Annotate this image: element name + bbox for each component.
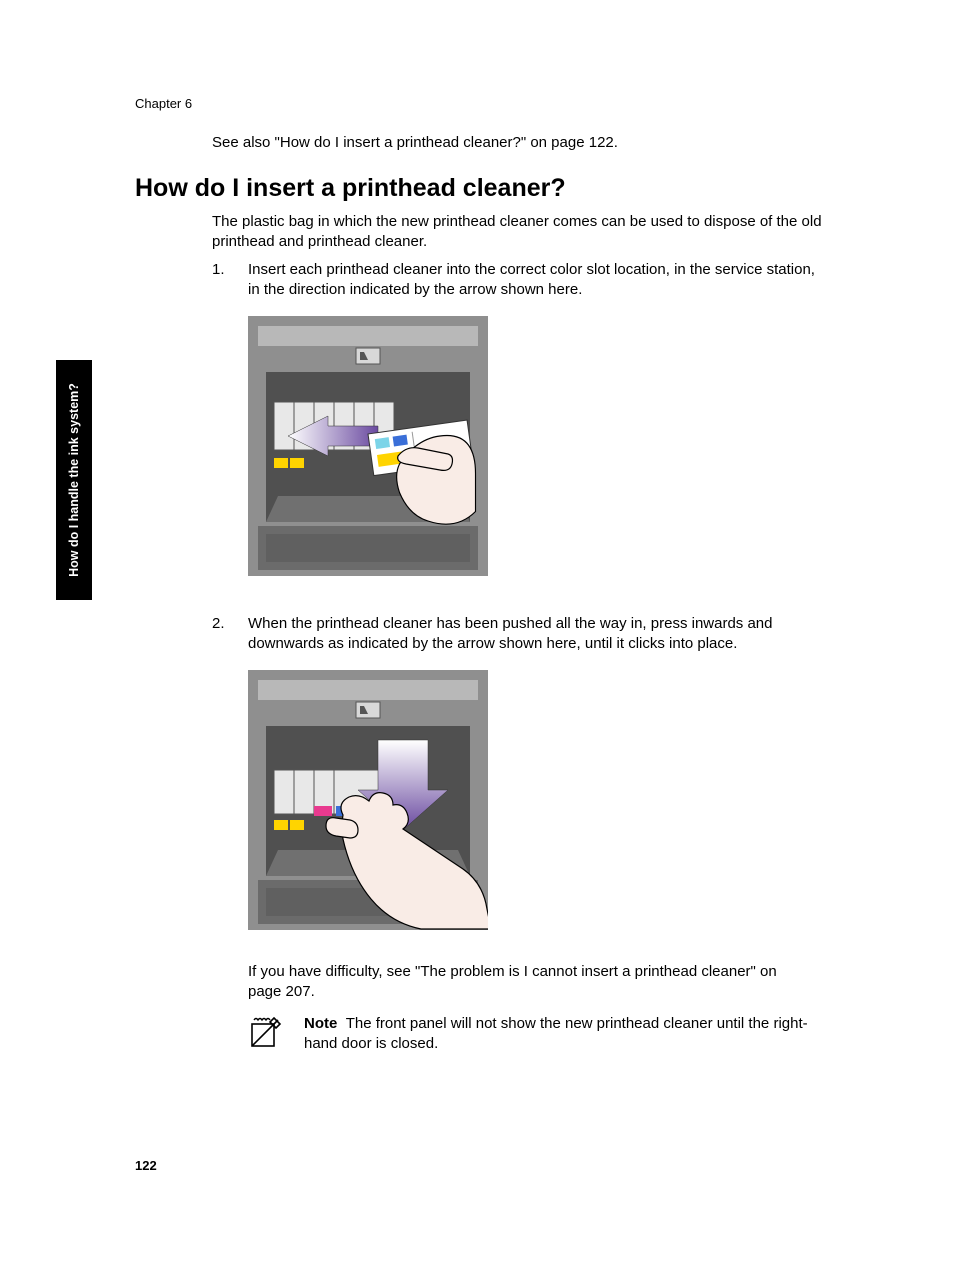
note-text: Note The front panel will not show the n… xyxy=(304,1014,818,1055)
difficulty-text: If you have difficulty, see "The problem… xyxy=(248,962,808,1003)
page-number: 122 xyxy=(135,1158,157,1173)
figure-press-cleaner xyxy=(248,670,488,930)
step-1-text: Insert each printhead cleaner into the c… xyxy=(248,260,822,301)
sidebar-tab: How do I handle the ink system? xyxy=(56,360,92,600)
chapter-label: Chapter 6 xyxy=(135,96,192,111)
step-1-number: 1. xyxy=(212,260,225,280)
section-heading: How do I insert a printhead cleaner? xyxy=(135,174,566,203)
step-2-number: 2. xyxy=(212,614,225,634)
intro-paragraph: The plastic bag in which the new printhe… xyxy=(212,212,822,253)
note-label: Note xyxy=(304,1015,337,1032)
see-also-text: See also "How do I insert a printhead cl… xyxy=(212,134,618,151)
step-2: 2. When the printhead cleaner has been p… xyxy=(212,614,822,655)
note-body: The front panel will not show the new pr… xyxy=(304,1015,808,1052)
step-1: 1. Insert each printhead cleaner into th… xyxy=(212,260,822,301)
note-icon xyxy=(248,1014,284,1050)
figure-insert-cleaner xyxy=(248,316,488,576)
note-block: Note The front panel will not show the n… xyxy=(248,1014,818,1055)
step-2-text: When the printhead cleaner has been push… xyxy=(248,614,822,655)
sidebar-tab-label: How do I handle the ink system? xyxy=(67,383,81,577)
